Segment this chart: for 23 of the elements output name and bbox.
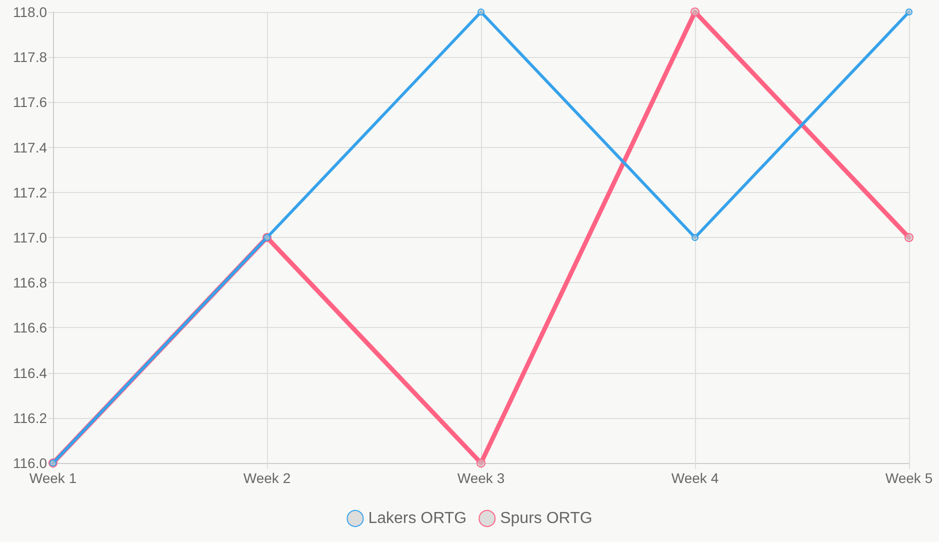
y-tick-label: 118.0 <box>13 4 48 20</box>
legend-label: Lakers ORTG <box>368 510 467 527</box>
y-tick-label: 117.4 <box>13 139 48 156</box>
y-tick-label: 117.8 <box>13 49 48 66</box>
y-tick-label: 116.2 <box>13 410 48 426</box>
point <box>692 234 698 241</box>
x-tick-label: Week 1 <box>29 470 77 486</box>
x-tick-label: Week 5 <box>885 470 933 486</box>
y-tick-label: 116.6 <box>13 320 48 336</box>
y-tick-label: 117.2 <box>13 184 48 200</box>
y-tick-label: 116.4 <box>13 364 48 381</box>
point <box>904 233 914 242</box>
y-tick-label: 116.8 <box>13 274 48 291</box>
point <box>478 8 484 16</box>
point <box>690 8 700 16</box>
y-tick-label: 117.0 <box>13 230 48 246</box>
legend-label: Spurs ORTG <box>500 510 592 527</box>
x-tick-label: Week 4 <box>671 470 719 486</box>
x-tick-label: Week 2 <box>243 470 291 486</box>
x-tick-label: Week 3 <box>457 470 505 486</box>
point <box>906 8 912 16</box>
y-tick-label: 116.0 <box>13 455 48 471</box>
y-tick-label: 117.6 <box>13 94 48 110</box>
